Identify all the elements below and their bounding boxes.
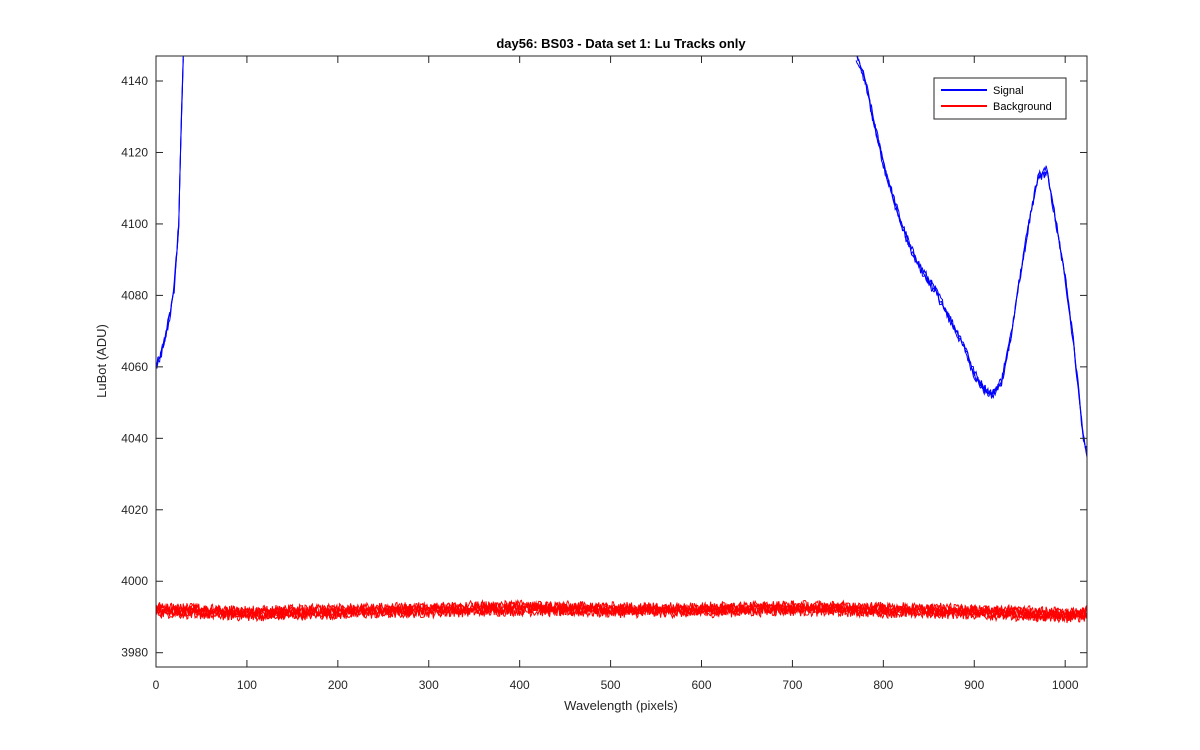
y-tick-label: 4140 xyxy=(121,74,148,88)
y-tick-label: 4020 xyxy=(121,503,148,517)
y-tick-label: 3980 xyxy=(121,646,148,660)
x-tick-label: 900 xyxy=(964,678,984,692)
x-tick-label: 500 xyxy=(601,678,621,692)
chart-title: day56: BS03 - Data set 1: Lu Tracks only xyxy=(496,36,746,51)
series-line-signal xyxy=(156,56,1087,449)
series-layer xyxy=(156,56,1087,624)
x-tick-label: 200 xyxy=(328,678,348,692)
plot-area xyxy=(156,56,1087,667)
y-tick-label: 4040 xyxy=(121,431,148,445)
y-tick-label: 4060 xyxy=(121,360,148,374)
x-tick-label: 800 xyxy=(873,678,893,692)
legend-label-background: Background xyxy=(993,101,1052,113)
x-tick-label: 300 xyxy=(419,678,439,692)
x-tick-label: 700 xyxy=(782,678,802,692)
legend-label-signal: Signal xyxy=(993,85,1024,97)
x-tick-label: 400 xyxy=(510,678,530,692)
y-axis-label: LuBot (ADU) xyxy=(94,324,109,398)
x-tick-label: 0 xyxy=(153,678,160,692)
legend: Signal Background xyxy=(933,77,1067,120)
x-axis-label: Wavelength (pixels) xyxy=(564,698,678,713)
y-tick-label: 4000 xyxy=(121,574,148,588)
x-tick-label: 600 xyxy=(691,678,711,692)
axes-box xyxy=(155,55,1088,668)
series-line-background xyxy=(156,598,1087,617)
y-tick-label: 4100 xyxy=(121,217,148,231)
legend-box xyxy=(933,77,1067,120)
x-tick-label: 1000 xyxy=(1052,678,1079,692)
ticks-layer: 0 100 200 300 400 500 600 700 800 900 1000 3980 4000… xyxy=(121,56,1087,692)
x-tick-label: 100 xyxy=(237,678,257,692)
y-tick-label: 4080 xyxy=(121,288,148,302)
y-tick-label: 4120 xyxy=(121,145,148,159)
series-line-background xyxy=(156,601,1087,620)
